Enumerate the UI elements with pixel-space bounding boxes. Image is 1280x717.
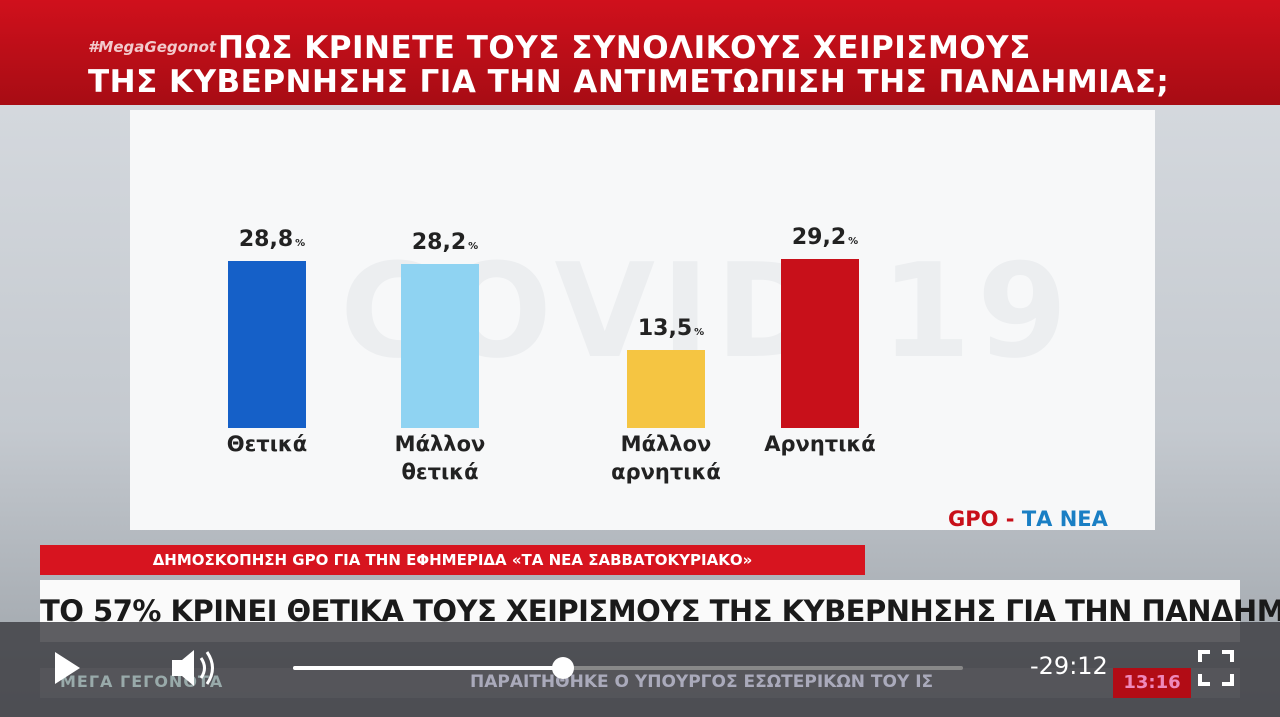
value-number: 13,5 [637,315,693,341]
value-label: 28,8% [212,227,332,252]
ticker-clock: 13:16 [1113,668,1191,698]
info-strip: ΔΗΜΟΣΚΟΠΗΣΗ GPO ΓΙΑ ΤΗΝ ΕΦΗΜΕΡΙΔΑ «ΤΑ ΝΕ… [40,545,865,575]
player-icons [55,650,1234,686]
chart-title: ΤΗΣ ΚΥΒΕΡΝΗΣΗΣ ΓΙΑ ΤΗΝ ΑΝΤΙΜΕΤΩΠΙΣΗ ΤΗΣ … [88,64,1170,100]
chart-title: ΠΩΣ ΚΡΙΝΕΤΕ ΤΟΥΣ ΣΥΝΟΛΙΚΟΥΣ ΧΕΙΡΙΣΜΟΥΣ [218,30,1031,66]
hashtag: #MegaGegonot [88,38,217,56]
source-dash: - [1005,507,1015,531]
value-label: 29,2% [765,225,885,250]
ticker-logo: ΜΕΓΑ ΓΕΓΟΝΟΤΑ [60,672,224,691]
value-unit: % [848,235,859,247]
chart: 28,8% Θετικά 28,2% Μάλλον θετικά 13,5% Μάλλον… [212,225,885,484]
value-number: 29,2 [791,224,847,250]
time-remaining: -29:12 [1030,652,1108,680]
volume-button[interactable] [172,650,214,686]
source: GPO - ΤΑ ΝΕΑ [948,507,1108,531]
value-unit: % [468,241,479,253]
value-label: 13,5% [611,316,731,341]
category-label: Μάλλον αρνητικά [611,432,721,484]
ticker-text: ΠΑΡΑΙΤΗΘΗΚΕ Ο ΥΠΟΥΡΓΟΣ ΕΣΩΤΕΡΙΚΩΝ ΤΟΥ ΙΣ [470,672,934,692]
category-label: Αρνητικά [764,432,876,456]
value-label: 28,2% [385,230,505,255]
progress-fill [293,666,563,670]
value-number: 28,8 [238,226,294,252]
bar [401,264,479,428]
category-label: Θετικά [226,432,308,456]
bar [781,258,859,428]
ticker-bar [40,668,1240,698]
play-button[interactable] [55,652,80,684]
bar [627,349,705,428]
title-bar [0,0,1280,105]
value-unit: % [295,237,306,249]
fullscreen-button[interactable] [1198,650,1234,686]
value-number: 28,2 [411,230,467,256]
source-gpo: GPO [948,507,999,531]
category-label: Μάλλον θετικά [394,432,486,484]
value-unit: % [694,326,705,338]
source-tanea: ΤΑ ΝΕΑ [1021,507,1108,531]
progress-handle[interactable] [552,657,574,679]
bar [228,260,306,428]
